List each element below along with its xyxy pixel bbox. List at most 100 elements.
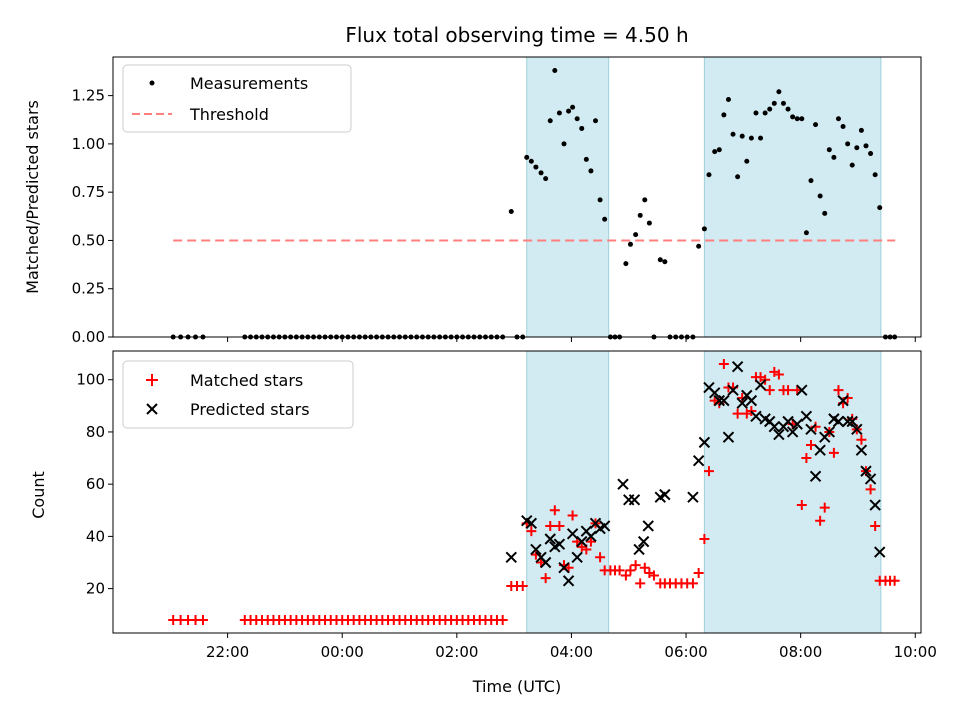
y-tick-label: 80 bbox=[86, 423, 105, 441]
matched-legend-marker bbox=[146, 374, 158, 386]
y-tick-label: 0.75 bbox=[72, 183, 105, 201]
measurement-point bbox=[762, 110, 768, 116]
matched-star-point bbox=[595, 552, 606, 563]
matched-star-point bbox=[764, 385, 775, 396]
matched-star-point bbox=[815, 515, 826, 526]
predicted-star-point bbox=[841, 415, 854, 428]
predicted-star-point bbox=[846, 415, 858, 428]
predicted-star-point bbox=[773, 428, 785, 441]
predicted-star-point bbox=[736, 397, 748, 409]
measurement-point bbox=[570, 104, 576, 110]
y-tick-label: 60 bbox=[86, 475, 105, 493]
matched-star-point bbox=[687, 578, 698, 589]
matched-star-point bbox=[732, 408, 743, 419]
predicted-star-point bbox=[576, 535, 588, 548]
measurement-points bbox=[170, 68, 898, 340]
y-tick-label: 0.50 bbox=[72, 231, 105, 249]
measurement-point bbox=[508, 208, 514, 214]
measurement-point bbox=[725, 96, 731, 102]
measurement-point bbox=[602, 216, 608, 222]
bottom-legend-box bbox=[122, 360, 354, 429]
measurement-point bbox=[735, 174, 741, 180]
matched-star-point bbox=[545, 520, 556, 531]
bottom-x-ticks: 22:00 00:00 02:00 04:00 06:00 08:00 10:00 bbox=[206, 633, 937, 661]
shaded-region bbox=[526, 350, 610, 634]
x-tick-label: 08:00 bbox=[779, 643, 822, 661]
predicted-star-point bbox=[864, 473, 877, 485]
measurement-point bbox=[803, 230, 809, 236]
bottom-y-axis-title: Count bbox=[29, 471, 48, 519]
measurement-point bbox=[633, 232, 639, 238]
predicted-star-point bbox=[823, 426, 836, 438]
measurement-point bbox=[538, 170, 544, 176]
matched-star-point bbox=[805, 440, 816, 450]
predicted-star-point bbox=[692, 454, 705, 467]
predicted-legend-marker bbox=[146, 403, 158, 415]
matched-star-point bbox=[856, 434, 867, 445]
matched-star-point bbox=[630, 560, 641, 571]
predicted-star-point bbox=[731, 360, 744, 373]
predicted-star-point bbox=[505, 551, 517, 563]
measurement-point bbox=[776, 89, 782, 95]
measurement-point bbox=[706, 172, 712, 178]
measurement-point bbox=[790, 114, 796, 120]
x-tick-label: 06:00 bbox=[664, 643, 707, 661]
top-legend-box bbox=[122, 64, 352, 133]
predicted-star-point bbox=[708, 387, 721, 399]
measurement-point bbox=[863, 143, 869, 149]
measurement-point bbox=[872, 172, 878, 178]
matched-star-point bbox=[699, 534, 710, 544]
matched-star-point bbox=[819, 502, 830, 513]
measurement-point bbox=[721, 112, 727, 118]
bottom-panel: 20 40 60 80 100 22:00 00:00 02:00 04:00 06:00 08:… bbox=[29, 350, 937, 696]
measurement-point bbox=[808, 178, 814, 184]
measurement-point bbox=[748, 135, 754, 141]
predicted-star-point bbox=[791, 418, 803, 430]
predicted-star-point bbox=[525, 517, 538, 530]
measurement-point bbox=[835, 116, 841, 122]
measurement-point bbox=[854, 145, 860, 151]
predicted-stars-points bbox=[505, 360, 886, 587]
measurement-point bbox=[701, 226, 707, 232]
x-tick-label: 22:00 bbox=[206, 643, 249, 661]
measurement-point bbox=[528, 158, 534, 164]
predicted-legend-label: Predicted stars bbox=[190, 400, 310, 419]
predicted-star-point bbox=[642, 520, 654, 532]
measurement-point bbox=[813, 122, 819, 128]
matched-star-point bbox=[625, 565, 636, 576]
matched-star-point bbox=[614, 565, 625, 576]
y-tick-label: 0.00 bbox=[72, 328, 105, 346]
predicted-star-point bbox=[796, 384, 808, 396]
measurement-point bbox=[712, 149, 718, 155]
matched-star-point bbox=[801, 453, 812, 464]
top-plot-frame bbox=[112, 56, 922, 338]
matched-star-point bbox=[833, 385, 844, 396]
measurement-point bbox=[579, 125, 585, 131]
measurement-point bbox=[588, 168, 594, 174]
measurement-point bbox=[543, 176, 549, 182]
measurement-point bbox=[739, 133, 745, 139]
measurement-point bbox=[657, 257, 663, 263]
matched-star-point bbox=[783, 385, 794, 396]
measurement-point bbox=[662, 259, 668, 265]
predicted-star-point bbox=[585, 530, 597, 543]
measurement-point bbox=[831, 154, 837, 160]
measurement-point bbox=[877, 205, 883, 211]
x-tick-label: 10:00 bbox=[894, 643, 937, 661]
predicted-star-point bbox=[571, 551, 583, 563]
x-tick-label: 00:00 bbox=[321, 643, 364, 661]
predicted-star-point bbox=[718, 394, 730, 407]
predicted-star-point bbox=[713, 394, 725, 407]
predicted-star-point bbox=[558, 562, 570, 574]
top-x-ticks bbox=[227, 337, 916, 342]
measurement-point bbox=[868, 151, 874, 157]
measurement-point bbox=[767, 106, 773, 112]
predicted-star-point bbox=[860, 465, 872, 477]
matched-star-point bbox=[828, 447, 839, 458]
matched-star-point bbox=[567, 510, 578, 521]
matched-star-point bbox=[870, 520, 881, 531]
measurement-point bbox=[849, 162, 855, 168]
matched-star-point bbox=[635, 578, 646, 589]
predicted-star-point bbox=[617, 478, 629, 490]
